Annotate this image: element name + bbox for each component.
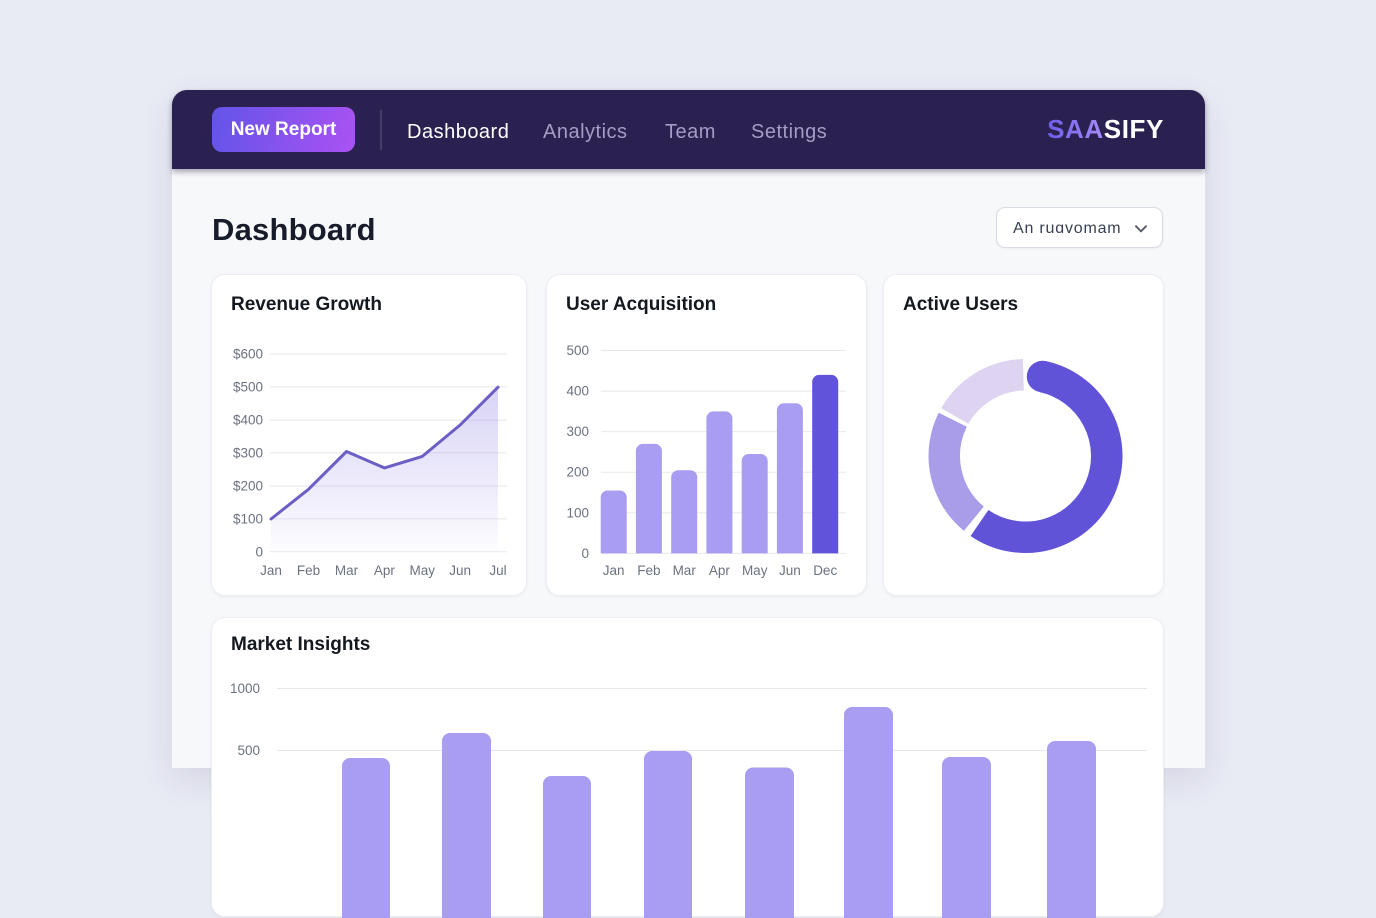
svg-text:Jul: Jul	[489, 563, 506, 578]
svg-text:Feb: Feb	[637, 563, 660, 578]
svg-text:Jan: Jan	[603, 563, 625, 578]
svg-text:300: 300	[566, 424, 589, 439]
svg-text:Dec: Dec	[813, 563, 837, 578]
svg-text:$100: $100	[233, 511, 263, 526]
svg-text:400: 400	[566, 384, 589, 399]
svg-text:Mar: Mar	[335, 563, 359, 578]
svg-text:$200: $200	[233, 479, 263, 494]
svg-text:500: 500	[566, 343, 589, 358]
svg-text:100: 100	[566, 505, 589, 520]
svg-text:May: May	[742, 563, 768, 578]
svg-text:May: May	[410, 563, 436, 578]
svg-text:Jun: Jun	[449, 563, 471, 578]
svg-text:Feb: Feb	[297, 563, 320, 578]
svg-text:$400: $400	[233, 413, 263, 428]
svg-text:Jan: Jan	[260, 563, 282, 578]
svg-text:0: 0	[581, 546, 589, 561]
svg-text:Jun: Jun	[779, 563, 801, 578]
svg-text:Mar: Mar	[673, 563, 697, 578]
svg-text:$600: $600	[233, 347, 263, 362]
svg-text:200: 200	[566, 465, 589, 480]
svg-text:Apr: Apr	[709, 563, 731, 578]
svg-text:0: 0	[255, 544, 263, 559]
svg-text:1000: 1000	[230, 681, 260, 696]
svg-text:Apr: Apr	[374, 563, 396, 578]
svg-text:$500: $500	[233, 379, 263, 394]
svg-text:$300: $300	[233, 445, 263, 460]
svg-text:500: 500	[237, 743, 260, 758]
